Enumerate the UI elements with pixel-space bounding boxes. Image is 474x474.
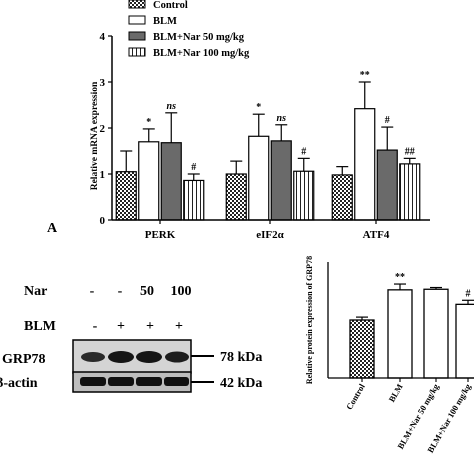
- actin-kda: 42 kDa: [220, 376, 262, 391]
- bar: [455, 303, 474, 379]
- bar: [376, 149, 398, 221]
- legend-label: BLM+Nar 50 mg/kg: [153, 32, 245, 43]
- bar: [115, 171, 137, 221]
- x-tick-label: BLM: [386, 382, 404, 404]
- grp78-label: GRP78: [2, 352, 46, 367]
- significance-label: #: [191, 162, 196, 173]
- y-tick-label: 0: [100, 215, 106, 227]
- actin-label: β-actin: [0, 376, 38, 391]
- bar: [349, 319, 375, 379]
- bar: [423, 288, 449, 379]
- legend-swatch: [128, 0, 146, 9]
- significance-label: ns: [277, 113, 287, 124]
- legend-swatch: [128, 47, 146, 57]
- protein-chart: Relative protein expression of GRP78 ** #…: [305, 256, 474, 454]
- legend-swatch: [128, 31, 146, 41]
- blm-row-label: BLM: [24, 319, 56, 334]
- significance-label: ##: [405, 146, 415, 157]
- y-axis-label: Relative mRNA expression: [90, 81, 100, 190]
- x-tick-label: Control: [344, 381, 367, 411]
- nar-value: 100: [171, 284, 192, 299]
- actin-blot: [72, 371, 192, 393]
- legend: Control BLM BLM+Nar 50 mg/kg BLM+Nar 100 mg…: [128, 0, 250, 59]
- y-tick-label: 3: [100, 77, 106, 89]
- blm-value: +: [175, 319, 183, 334]
- significance-label: **: [360, 70, 370, 81]
- x-tick-label: ATF4: [363, 229, 390, 241]
- y-tick-label: 1: [100, 169, 106, 181]
- legend-label: Control: [153, 0, 188, 11]
- grp78-kda: 78 kDa: [220, 350, 262, 365]
- nar-row-label: Nar: [24, 284, 47, 299]
- bar: [387, 289, 413, 379]
- blm-value: +: [117, 319, 125, 334]
- bar: [160, 142, 182, 221]
- bar: [293, 170, 315, 221]
- nar-value: -: [90, 284, 95, 299]
- western-blot: Nar BLM - - 50 100 - + + + GRP78 78 kDa …: [0, 284, 262, 393]
- blm-value: +: [146, 319, 154, 334]
- mrna-chart: Control BLM BLM+Nar 50 mg/kg BLM+Nar 100 mg…: [90, 0, 430, 241]
- grp78-blot: [72, 339, 192, 374]
- blm-value: -: [93, 319, 98, 334]
- legend-label: BLM+Nar 100 mg/kg: [153, 48, 250, 59]
- panel-label: A: [47, 221, 58, 236]
- nar-value: -: [118, 284, 123, 299]
- legend-swatch: [128, 15, 146, 25]
- bar: [183, 179, 205, 221]
- significance-label: ns: [167, 101, 177, 112]
- bar: [399, 163, 421, 221]
- bar: [270, 140, 292, 221]
- significance-label: #: [385, 115, 390, 126]
- significance-label: **: [395, 272, 405, 283]
- x-tick-label: eIF2α: [256, 229, 284, 241]
- bar: [225, 173, 247, 221]
- x-tick-label: PERK: [145, 229, 176, 241]
- bar: [138, 141, 160, 221]
- significance-label: *: [146, 117, 151, 128]
- significance-label: *: [256, 102, 261, 113]
- nar-value: 50: [140, 284, 154, 299]
- bar: [331, 174, 353, 221]
- bar: [248, 135, 270, 221]
- y-tick-label: 4: [100, 31, 106, 43]
- significance-label: #: [466, 288, 471, 299]
- legend-label: BLM: [153, 16, 177, 27]
- y-axis-label: Relative protein expression of GRP78: [305, 256, 314, 384]
- y-tick-label: 2: [100, 123, 106, 135]
- significance-label: #: [301, 146, 306, 157]
- bar: [354, 108, 376, 221]
